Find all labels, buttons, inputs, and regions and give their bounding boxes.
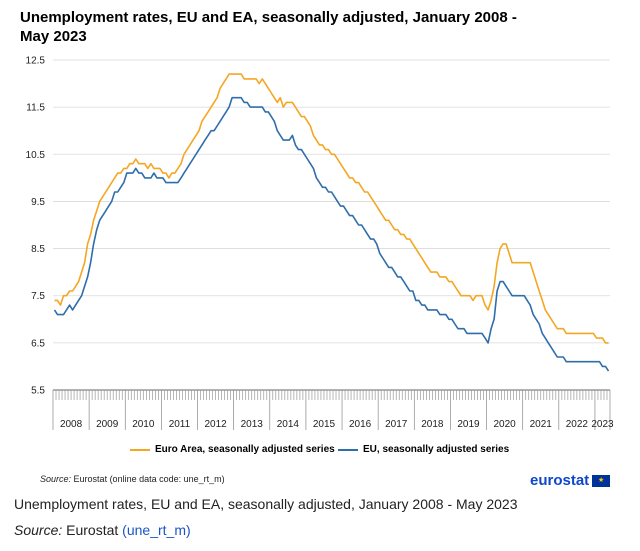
line-chart: 5.5 6.5 7.5 8.5 9.5 10.5 11.5 12.5 2008 2009 2010… [26,56,614,430]
y-tick-label: 8.5 [31,244,45,255]
y-tick-label: 11.5 [26,103,45,114]
figure-source-link[interactable]: (une_rt_m) [122,522,191,538]
figure-source: Source: Eurostat (une_rt_m) [14,522,191,538]
eurostat-logo: eurostat ★ [530,472,611,489]
x-year-label: 2013 [241,419,264,430]
y-tick-label: 9.5 [31,197,45,208]
legend-label-eu: EU, seasonally adjusted series [363,444,510,455]
x-year-label: 2012 [204,419,227,430]
x-year-label: 2008 [60,419,83,430]
eu-flag-icon: ★ [592,474,611,487]
y-tick-label: 6.5 [31,338,45,349]
x-year-label: 2016 [349,419,372,430]
y-axis-ticks: 5.5 6.5 7.5 8.5 9.5 10.5 11.5 12.5 [26,56,46,397]
legend-label-euro-area: Euro Area, seasonally adjusted series [155,444,335,455]
source-label: Source: [40,474,72,484]
series-lines [53,73,610,372]
y-tick-label: 10.5 [26,150,46,161]
x-year-label: 2017 [385,419,408,430]
y-tick-label: 12.5 [26,56,46,67]
x-year-label: 2023 [591,419,614,430]
chart-source-note: Source: Eurostat (online data code: une_… [40,474,225,484]
source-text: Eurostat (online data code: une_rt_m) [73,474,225,484]
x-year-label: 2015 [313,419,336,430]
figure-source-text: Eurostat [66,522,119,538]
chart-title: Unemployment rates, EU and EA, seasonall… [20,9,517,45]
legend-swatch-eu [338,448,358,451]
x-year-label: 2019 [457,419,480,430]
y-tick-label: 7.5 [31,291,45,302]
y-tick-label: 5.5 [31,386,45,397]
legend-item-euro-area: Euro Area, seasonally adjusted series [130,444,335,455]
legend: Euro Area, seasonally adjusted series EU… [0,444,640,460]
x-year-label: 2009 [96,419,119,430]
legend-swatch-euro-area [130,448,150,451]
series-line-eu [53,96,610,372]
x-year-label: 2022 [566,419,589,430]
x-year-label: 2014 [277,419,300,430]
figure-caption: Unemployment rates, EU and EA, seasonall… [14,496,518,512]
x-year-label: 2011 [169,419,191,430]
x-year-label: 2020 [493,419,516,430]
x-year-label: 2021 [530,419,553,430]
series-line-euro-area [54,73,609,344]
legend-item-eu: EU, seasonally adjusted series [338,444,509,455]
x-year-label: 2010 [132,419,155,430]
x-year-label: 2018 [421,419,444,430]
logo-text: eurostat [530,472,590,489]
x-axis: 2008 2009 2010 2011 2012 2013 2014 2015 2016 2017… [52,390,614,430]
grid-lines [53,59,610,391]
figure-source-label: Source: [14,522,63,538]
